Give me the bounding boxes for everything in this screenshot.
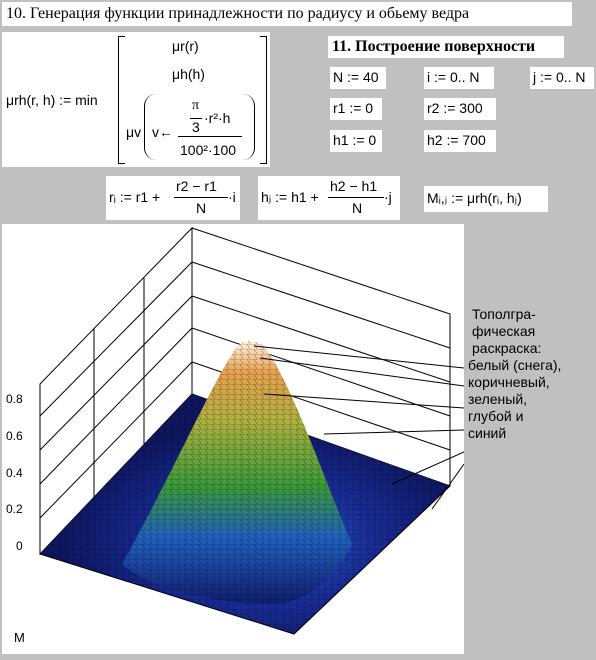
- peak-mesh: [122, 340, 352, 604]
- topographic-legend: Тополгра- фическая раскраска: белый (сне…: [468, 306, 594, 442]
- hj-fraction-line: [328, 197, 384, 198]
- left-paren: [144, 94, 157, 160]
- legend-line-3: раскраска:: [472, 340, 542, 356]
- pi-symbol: π: [192, 98, 200, 113]
- membership-lhs: μrh(r, h) := min: [6, 92, 98, 108]
- formula-M[interactable]: Mᵢ,ⱼ := μrh(rᵢ, hⱼ): [424, 186, 548, 212]
- z-tick-0.6: 0.6: [6, 429, 23, 443]
- surface-plot[interactable]: 0.8 0.6 0.4 0.2 0 M: [2, 224, 464, 654]
- matrix-label: M: [14, 630, 25, 645]
- legend-line-1: Тополгра-: [472, 306, 536, 322]
- z-tick-0: 0: [16, 539, 23, 553]
- legend-line-5: коричневый,: [468, 374, 550, 390]
- legend-leaders: [253, 345, 464, 510]
- z-tick-0.8: 0.8: [6, 392, 23, 406]
- section11-title-box: 11. Построение поверхности: [328, 36, 564, 58]
- ri-lhs: rᵢ := r1 +: [109, 189, 161, 205]
- def-r1[interactable]: r1 := 0: [330, 98, 382, 120]
- def-h2-text: h2 := 700: [427, 132, 486, 148]
- def-r2[interactable]: r2 := 300: [424, 98, 496, 120]
- front-frame: [39, 485, 451, 635]
- ri-fraction-line: [174, 197, 228, 198]
- ri-den: N: [196, 200, 207, 216]
- formula-hj[interactable]: hⱼ := h1 + h2 − h1 N ·j: [258, 176, 400, 220]
- def-i-text: i := 0.. N: [427, 69, 480, 85]
- pi-fraction-line: [190, 118, 202, 119]
- legend-line-2: фическая: [472, 323, 536, 339]
- legend-line-6: зеленый,: [468, 391, 528, 407]
- def-N[interactable]: N := 40: [330, 67, 386, 89]
- def-j-text: j := 0.. N: [533, 69, 586, 85]
- z-tick-0.2: 0.2: [6, 502, 23, 516]
- hj-num: h2 − h1: [330, 178, 378, 194]
- def-h2[interactable]: h2 := 700: [424, 130, 496, 152]
- section10-title: 10. Генерация функции принадлежности по …: [6, 5, 470, 22]
- M-def: Mᵢ,ⱼ := μrh(rᵢ, hⱼ): [427, 190, 522, 206]
- def-h1[interactable]: h1 := 0: [330, 130, 382, 152]
- def-h1-text: h1 := 0: [333, 132, 377, 148]
- hj-lhs: hⱼ := h1 +: [261, 189, 319, 205]
- hj-den: N: [352, 200, 363, 216]
- formula-ri[interactable]: rᵢ := r1 + r2 − r1 N ·i: [106, 176, 240, 220]
- right-bracket: [260, 36, 267, 164]
- main-fraction-line: [178, 136, 242, 137]
- def-r2-text: r2 := 300: [427, 100, 483, 116]
- right-paren: [242, 94, 255, 160]
- mu-r-row: μr(r): [172, 38, 199, 54]
- denominator: 100²·100: [180, 142, 237, 158]
- three: 3: [192, 119, 200, 135]
- def-i[interactable]: i := 0.. N: [424, 67, 494, 89]
- def-j[interactable]: j := 0.. N: [530, 67, 594, 89]
- section10-title-box: 10. Генерация функции принадлежности по …: [2, 2, 572, 26]
- membership-definition[interactable]: μrh(r, h) := min μr(r) μh(h) μv v← π 3 ·…: [2, 32, 270, 167]
- z-tick-0.4: 0.4: [6, 466, 23, 480]
- hj-tail: ·j: [384, 189, 392, 205]
- left-bracket: [118, 36, 125, 164]
- section11-title: 11. Построение поверхности: [332, 38, 536, 55]
- def-r1-text: r1 := 0: [333, 100, 374, 116]
- legend-line-8: синий: [468, 425, 507, 441]
- legend-line-4: белый (снега),: [468, 357, 562, 373]
- legend-line-7: глубой и: [468, 408, 524, 424]
- r2h-term: ·r²·h: [204, 110, 231, 126]
- wall-gridlines: [39, 261, 451, 519]
- ri-num: r2 − r1: [176, 178, 217, 194]
- def-N-text: N := 40: [333, 69, 379, 85]
- v-arrow: v←: [152, 124, 173, 140]
- mu-v-prefix: μv: [126, 124, 142, 140]
- surface-svg: [39, 226, 464, 635]
- mu-h-row: μh(h): [172, 66, 205, 82]
- ri-tail: ·i: [228, 189, 236, 205]
